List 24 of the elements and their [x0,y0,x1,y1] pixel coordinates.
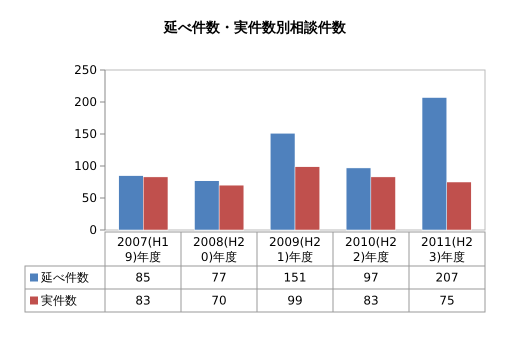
x-tick-label: 2007(H19)年度 [117,235,169,264]
data-label: 77 [211,270,227,285]
data-label: 75 [439,294,455,308]
legend-label: 実件数 [41,294,77,308]
x-tick-label: 2010(H22)年度 [345,235,397,264]
x-tick-label: 2011(H23)年度 [421,235,473,264]
y-tick-label: 250 [74,63,97,78]
data-label: 207 [436,270,458,285]
y-tick-label: 150 [74,127,97,142]
data-label: 151 [284,270,306,285]
x-tick-label: 2009(H21)年度 [269,235,321,264]
x-tick-label: 2008(H20)年度 [193,235,245,264]
y-tick-label: 50 [82,191,97,206]
data-label: 83 [363,294,379,308]
data-label: 83 [135,294,151,308]
data-label: 97 [363,270,379,285]
data-label: 70 [211,294,227,308]
data-label: 85 [135,270,151,285]
y-tick-label: 0 [89,223,97,238]
y-tick-label: 100 [74,159,97,174]
chart-title: 延べ件数・実件数別相談件数 [163,19,347,36]
data-label: 99 [287,294,303,308]
legend-label: 延べ件数 [40,270,89,285]
y-tick-label: 200 [74,95,97,110]
